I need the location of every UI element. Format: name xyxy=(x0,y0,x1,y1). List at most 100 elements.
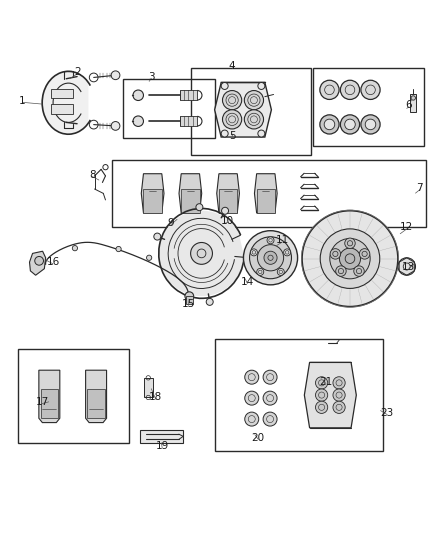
Text: 7: 7 xyxy=(417,183,423,193)
Bar xyxy=(180,116,197,126)
Circle shape xyxy=(361,80,380,100)
Circle shape xyxy=(354,266,364,276)
Text: 12: 12 xyxy=(400,222,413,232)
Text: 16: 16 xyxy=(46,257,60,267)
Circle shape xyxy=(277,269,284,276)
Text: 8: 8 xyxy=(89,170,95,180)
Circle shape xyxy=(320,115,339,134)
Text: 13: 13 xyxy=(402,262,416,271)
Circle shape xyxy=(35,256,43,265)
Circle shape xyxy=(147,255,152,261)
Polygon shape xyxy=(215,83,272,137)
Polygon shape xyxy=(39,370,60,423)
Text: 2: 2 xyxy=(74,67,81,77)
Bar xyxy=(257,189,275,213)
Polygon shape xyxy=(141,174,164,213)
Bar xyxy=(140,430,183,443)
Circle shape xyxy=(251,249,258,256)
Circle shape xyxy=(320,229,380,288)
Bar xyxy=(51,89,73,99)
Bar xyxy=(144,378,152,398)
Text: 21: 21 xyxy=(319,377,332,387)
Circle shape xyxy=(250,237,291,279)
Circle shape xyxy=(133,90,144,101)
Circle shape xyxy=(263,412,277,426)
Circle shape xyxy=(315,377,328,389)
Bar xyxy=(144,189,162,213)
Text: 4: 4 xyxy=(229,61,235,71)
Circle shape xyxy=(72,246,78,251)
Circle shape xyxy=(263,370,277,384)
Circle shape xyxy=(411,96,416,100)
Text: 9: 9 xyxy=(168,218,174,228)
Circle shape xyxy=(264,251,277,264)
Circle shape xyxy=(258,83,265,90)
Text: 10: 10 xyxy=(221,216,234,225)
Circle shape xyxy=(257,269,264,276)
Circle shape xyxy=(154,233,161,240)
Polygon shape xyxy=(159,211,244,296)
Circle shape xyxy=(340,115,360,134)
Text: 5: 5 xyxy=(229,131,235,141)
Text: 19: 19 xyxy=(155,441,169,451)
Bar xyxy=(87,390,105,418)
Polygon shape xyxy=(85,370,106,423)
Circle shape xyxy=(258,130,265,137)
Circle shape xyxy=(333,389,345,401)
Circle shape xyxy=(191,243,212,264)
Circle shape xyxy=(245,391,259,405)
Circle shape xyxy=(302,211,398,306)
Circle shape xyxy=(244,91,264,110)
Text: 15: 15 xyxy=(182,298,195,309)
Circle shape xyxy=(345,119,355,130)
Circle shape xyxy=(244,231,297,285)
Circle shape xyxy=(206,298,213,305)
Bar xyxy=(180,91,197,100)
Text: 14: 14 xyxy=(241,277,254,287)
Circle shape xyxy=(336,266,346,276)
Bar xyxy=(112,159,426,227)
Circle shape xyxy=(263,391,277,405)
Circle shape xyxy=(221,130,228,137)
Bar xyxy=(191,68,311,155)
Circle shape xyxy=(223,91,242,110)
Text: 23: 23 xyxy=(381,408,394,418)
Circle shape xyxy=(111,71,120,79)
Circle shape xyxy=(222,207,229,214)
Bar xyxy=(18,350,130,443)
Circle shape xyxy=(324,119,335,130)
Polygon shape xyxy=(304,362,357,428)
Circle shape xyxy=(330,238,370,279)
Bar xyxy=(215,340,383,451)
Bar xyxy=(186,296,193,304)
Circle shape xyxy=(333,377,345,389)
Circle shape xyxy=(116,246,121,252)
Text: 17: 17 xyxy=(35,397,49,407)
Polygon shape xyxy=(179,174,202,213)
Text: 18: 18 xyxy=(149,392,162,402)
Text: 20: 20 xyxy=(252,433,265,442)
Text: 11: 11 xyxy=(276,235,289,245)
Circle shape xyxy=(333,401,345,414)
Bar xyxy=(41,390,58,418)
Circle shape xyxy=(330,249,341,259)
Circle shape xyxy=(267,237,274,244)
Circle shape xyxy=(365,119,376,130)
Bar xyxy=(219,189,237,213)
Circle shape xyxy=(315,389,328,401)
Polygon shape xyxy=(217,174,240,213)
Circle shape xyxy=(245,412,259,426)
Bar xyxy=(181,189,200,213)
Circle shape xyxy=(284,249,291,256)
Circle shape xyxy=(196,204,203,211)
Circle shape xyxy=(345,238,355,248)
Circle shape xyxy=(185,292,194,301)
Circle shape xyxy=(223,110,242,129)
Bar xyxy=(410,94,417,112)
Circle shape xyxy=(320,80,339,100)
Circle shape xyxy=(361,115,380,134)
Circle shape xyxy=(244,110,264,129)
Circle shape xyxy=(133,116,144,126)
Polygon shape xyxy=(29,251,46,275)
Circle shape xyxy=(339,248,360,269)
